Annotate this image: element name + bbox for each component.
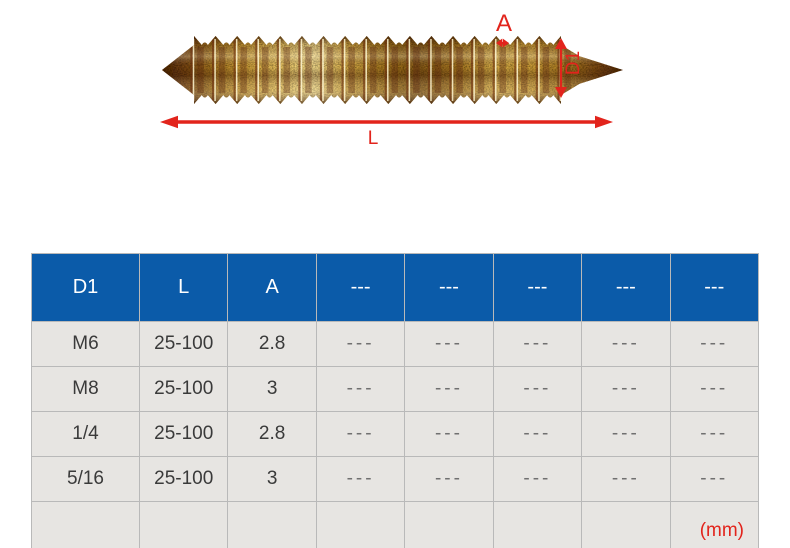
- svg-text:L: L: [368, 128, 379, 149]
- svg-text:A: A: [496, 10, 512, 37]
- svg-text:D1: D1: [563, 51, 584, 75]
